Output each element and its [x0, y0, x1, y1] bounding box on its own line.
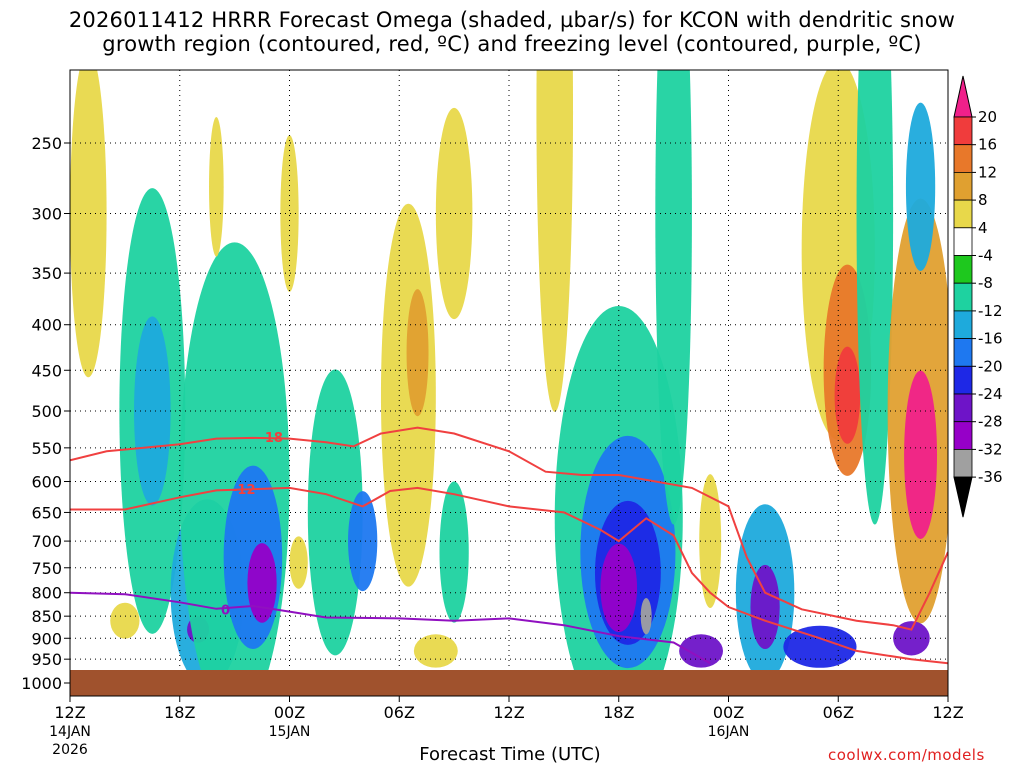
xtick-label-48: 12Z [932, 703, 963, 722]
ytick-label-250: 250 [31, 134, 62, 153]
colorbar-label-0: 20 [978, 108, 997, 126]
colorbar-segment-11 [953, 421, 973, 450]
xtick-label-24: 12Z [493, 703, 524, 722]
ytick-label-900: 900 [31, 629, 62, 648]
xtick-label-42: 06Z [823, 703, 854, 722]
colorbar-segment-0 [953, 116, 973, 146]
colorbar-segment-1 [953, 144, 973, 173]
omega-region-23 [600, 543, 638, 633]
chart-title-line1: 2026011412 HRRR Forecast Omega (shaded, … [68, 8, 956, 32]
omega-region-18 [413, 634, 458, 668]
dgz-contour-0-line [70, 426, 948, 631]
omega-region-13 [348, 491, 378, 592]
ytick-label-750: 750 [31, 559, 62, 578]
colorbar-label-12: -32 [978, 440, 1003, 458]
colorbar-label-10: -24 [978, 385, 1003, 403]
colorbar-segment-9 [953, 365, 973, 395]
xtick-date-0: 14JAN [49, 724, 91, 740]
x-axis-title: Forecast Time (UTC) [419, 744, 601, 765]
omega-region-38 [783, 625, 857, 668]
chart-title-line2: growth region (contoured, red, ºC) and f… [102, 32, 922, 56]
omega-region-0 [70, 70, 107, 378]
omega-region-37 [893, 621, 930, 656]
omega-region-16 [435, 107, 473, 320]
ytick-label-1000: 1000 [21, 674, 62, 693]
xtick-year-0: 2026 [52, 742, 88, 758]
dgz-contour-1-line [70, 486, 948, 665]
colorbar-segment-12 [953, 448, 973, 478]
colorbar-label-11: -28 [978, 413, 1003, 431]
xtick-date-36: 16JAN [708, 724, 750, 740]
freezing-contour-0-label: 0 [221, 603, 230, 618]
omega-region-1 [110, 602, 140, 639]
omega-region-6 [179, 242, 290, 670]
xtick-label-0: 12Z [54, 703, 85, 722]
omega-region-14 [380, 203, 436, 587]
ytick-label-400: 400 [31, 316, 62, 335]
ytick-label-950: 950 [31, 650, 62, 669]
ytick-label-300: 300 [31, 204, 62, 223]
credit-text: coolwx.com/models [828, 746, 985, 764]
colorbar-segment-5 [953, 255, 973, 284]
omega-region-36 [905, 102, 936, 271]
omega-region-19 [536, 70, 574, 412]
omega-region-10 [289, 536, 308, 589]
colorbar-segment-8 [953, 338, 973, 367]
xtick-label-12: 00Z [274, 703, 305, 722]
xtick-label-30: 18Z [603, 703, 634, 722]
ytick-label-650: 650 [31, 503, 62, 522]
colorbar-label-6: -8 [978, 274, 993, 292]
omega-region-8 [247, 543, 277, 623]
colorbar-top-triangle [953, 75, 973, 118]
colorbar-label-13: -36 [978, 468, 1003, 486]
colorbar-segment-7 [953, 310, 973, 339]
colorbar-bottom-triangle [953, 476, 973, 518]
colorbar-label-9: -20 [978, 357, 1003, 375]
omega-region-32 [834, 346, 861, 444]
colorbar-label-7: -12 [978, 302, 1003, 320]
omega-region-27 [679, 634, 724, 668]
colorbar-label-8: -16 [978, 330, 1003, 348]
ytick-label-350: 350 [31, 264, 62, 283]
colorbar-segment-2 [953, 171, 973, 201]
xtick-label-18: 06Z [384, 703, 415, 722]
colorbar-segment-3 [953, 199, 973, 229]
dgz-contour-1-label: -12 [232, 483, 256, 498]
omega-region-24 [640, 597, 652, 635]
omega-region-35 [904, 370, 938, 539]
ytick-label-600: 600 [31, 472, 62, 491]
colorbar-segment-10 [953, 393, 973, 423]
freezing-contour-0-line [70, 591, 711, 665]
ytick-label-550: 550 [31, 439, 62, 458]
omega-region-9 [209, 117, 224, 257]
ytick-label-500: 500 [31, 402, 62, 421]
colorbar-label-5: -4 [978, 247, 993, 265]
ytick-label-700: 700 [31, 532, 62, 551]
ytick-label-450: 450 [31, 361, 62, 380]
terrain-band [70, 670, 948, 696]
xtick-label-36: 00Z [713, 703, 744, 722]
colorbar-segment-6 [953, 282, 973, 312]
omega-region-15 [406, 289, 429, 417]
omega-region-29 [750, 564, 780, 650]
colorbar-segment-4 [953, 227, 973, 256]
xtick-date-12: 15JAN [269, 724, 311, 740]
omega-region-3 [134, 316, 171, 506]
colorbar-label-3: 8 [978, 191, 988, 209]
dgz-contour-0-label: -18 [259, 431, 283, 446]
colorbar-label-1: 16 [978, 136, 997, 154]
omega-region-25 [655, 70, 692, 525]
ytick-label-850: 850 [31, 607, 62, 626]
omega-region-17 [439, 481, 469, 623]
xtick-label-6: 18Z [164, 703, 195, 722]
colorbar-label-4: 4 [978, 219, 988, 237]
ytick-label-800: 800 [31, 584, 62, 603]
omega-region-11 [280, 135, 299, 292]
colorbar-label-2: 12 [978, 163, 997, 181]
